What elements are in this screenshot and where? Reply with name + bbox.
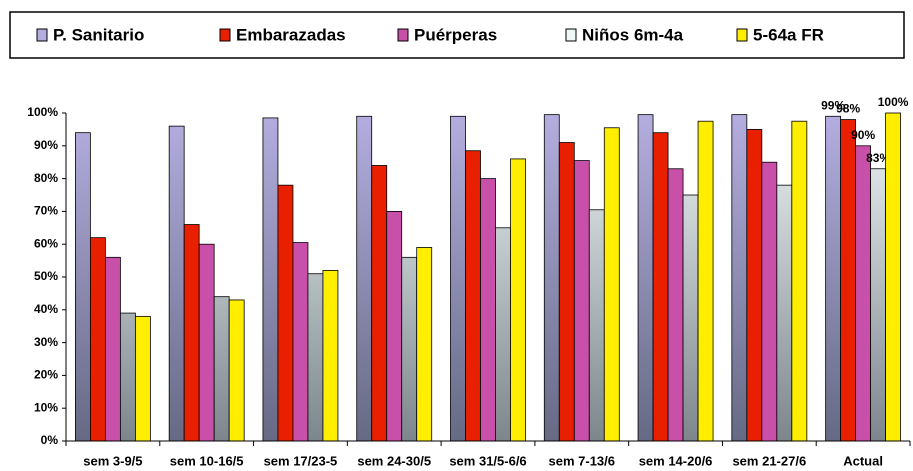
bar <box>825 115 842 442</box>
bar <box>356 115 373 442</box>
data-label: 100% <box>878 95 909 109</box>
bar <box>416 247 433 442</box>
bar <box>588 209 605 442</box>
x-tick-label: sem 3-9/5 <box>83 453 142 468</box>
bar <box>746 128 763 442</box>
y-tick-label: 100% <box>27 105 58 119</box>
bar <box>401 256 418 442</box>
x-tick-label: sem 7-13/6 <box>549 453 616 468</box>
legend-swatch <box>736 28 748 42</box>
bar <box>198 243 215 442</box>
legend-label: Puérperas <box>414 25 497 44</box>
x-tick-label: sem 10-16/5 <box>170 453 244 468</box>
bar <box>697 120 714 442</box>
bar <box>292 242 309 442</box>
legend-label: P. Sanitario <box>53 25 144 44</box>
bar <box>465 150 481 442</box>
bar <box>168 125 185 442</box>
legend-box <box>9 11 905 59</box>
y-tick-label: 80% <box>34 171 58 185</box>
y-tick-label: 30% <box>34 335 58 349</box>
bar <box>450 115 466 442</box>
bar <box>307 273 324 442</box>
bar <box>386 210 403 442</box>
x-tick-label: sem 31/5-6/6 <box>449 453 526 468</box>
x-tick-label: Actual <box>843 453 883 468</box>
bar <box>228 299 245 442</box>
bar <box>761 161 778 442</box>
legend-label: 5-64a FR <box>753 25 824 44</box>
bar <box>262 117 279 442</box>
x-tick-label: sem 14-20/6 <box>639 453 713 468</box>
legend-swatch <box>397 28 409 42</box>
bar <box>89 237 106 442</box>
x-tick-label: sem 17/23-5 <box>264 453 338 468</box>
bar <box>495 227 511 442</box>
data-label: 98% <box>836 102 860 116</box>
y-tick-label: 40% <box>34 302 58 316</box>
bar <box>573 160 590 442</box>
bar <box>682 194 699 442</box>
x-tick-label: sem 21-27/6 <box>732 453 806 468</box>
bar <box>104 256 121 442</box>
legend-label: Embarazadas <box>236 25 346 44</box>
data-label: 99% <box>821 98 845 112</box>
y-tick-label: 70% <box>34 204 58 218</box>
bar <box>558 142 575 442</box>
bar <box>119 312 136 442</box>
bar <box>480 178 496 442</box>
bar <box>74 132 91 442</box>
legend-swatch <box>36 28 48 42</box>
bar <box>637 114 654 442</box>
bar <box>510 158 526 442</box>
bar <box>543 114 560 442</box>
legend-swatch <box>219 28 231 42</box>
x-tick-label: sem 24-30/5 <box>357 453 431 468</box>
bar <box>870 168 887 442</box>
y-tick-label: 0% <box>41 433 59 447</box>
bar <box>322 270 339 442</box>
y-tick-label: 20% <box>34 368 58 382</box>
bar <box>885 112 902 442</box>
bar <box>731 114 748 442</box>
bar <box>667 168 684 442</box>
legend-label: Niños 6m-4a <box>582 25 684 44</box>
bar <box>840 119 857 442</box>
bar <box>277 184 294 442</box>
bar <box>776 184 793 442</box>
y-tick-label: 10% <box>34 400 58 414</box>
data-label: 90% <box>851 128 875 142</box>
bar <box>134 315 151 442</box>
legend-swatch <box>565 28 577 42</box>
bar <box>213 296 230 442</box>
y-tick-label: 90% <box>34 138 58 152</box>
data-label: 83% <box>866 151 890 165</box>
y-tick-label: 50% <box>34 269 58 283</box>
bar <box>371 165 388 442</box>
bar <box>183 224 200 442</box>
bar <box>791 120 808 442</box>
bar <box>603 127 620 442</box>
bar <box>855 145 872 442</box>
y-tick-label: 60% <box>34 236 58 250</box>
bar <box>652 132 669 442</box>
